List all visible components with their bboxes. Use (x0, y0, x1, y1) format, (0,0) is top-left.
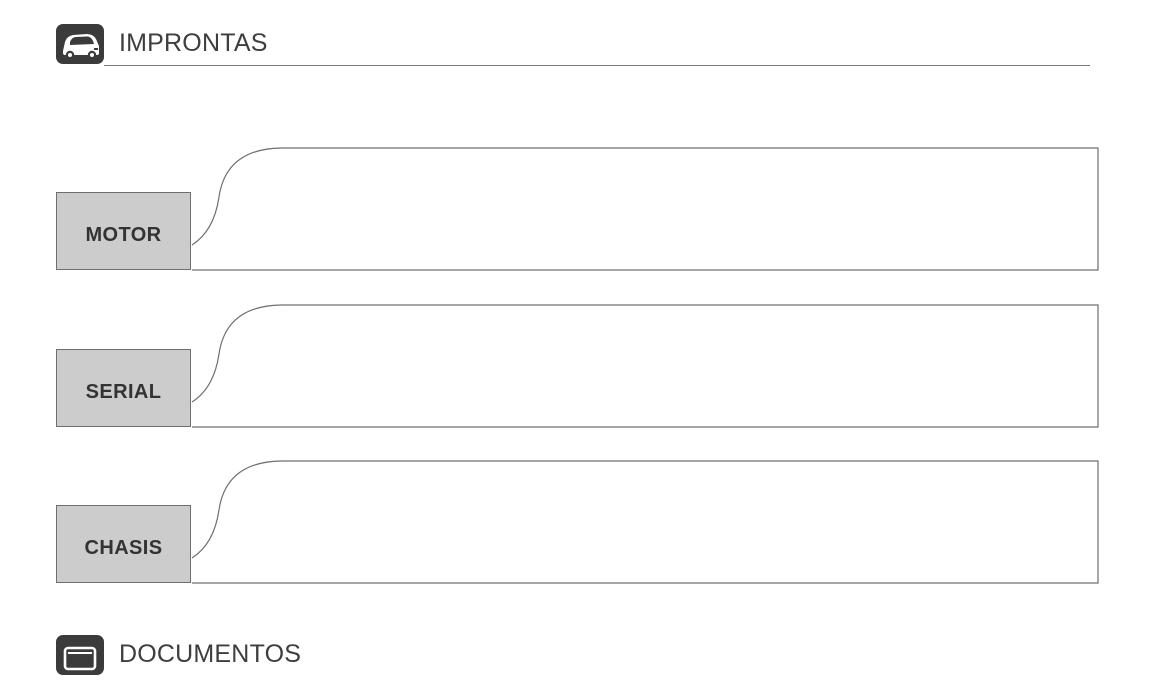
motor-field: MOTOR (56, 147, 1100, 273)
chasis-field-outline (191, 460, 1099, 584)
serial-label: SERIAL (56, 349, 191, 427)
car-icon (56, 24, 104, 64)
chasis-label: CHASIS (56, 505, 191, 583)
serial-field: SERIAL (56, 304, 1100, 430)
impressions-title: IMPRONTAS (119, 29, 268, 57)
impressions-header-divider (104, 65, 1090, 66)
motor-field-outline (191, 147, 1099, 271)
chasis-field: CHASIS (56, 460, 1100, 586)
serial-field-outline (191, 304, 1099, 428)
document-window-icon (56, 635, 104, 675)
documents-title: DOCUMENTOS (119, 640, 302, 668)
motor-label: MOTOR (56, 192, 191, 270)
